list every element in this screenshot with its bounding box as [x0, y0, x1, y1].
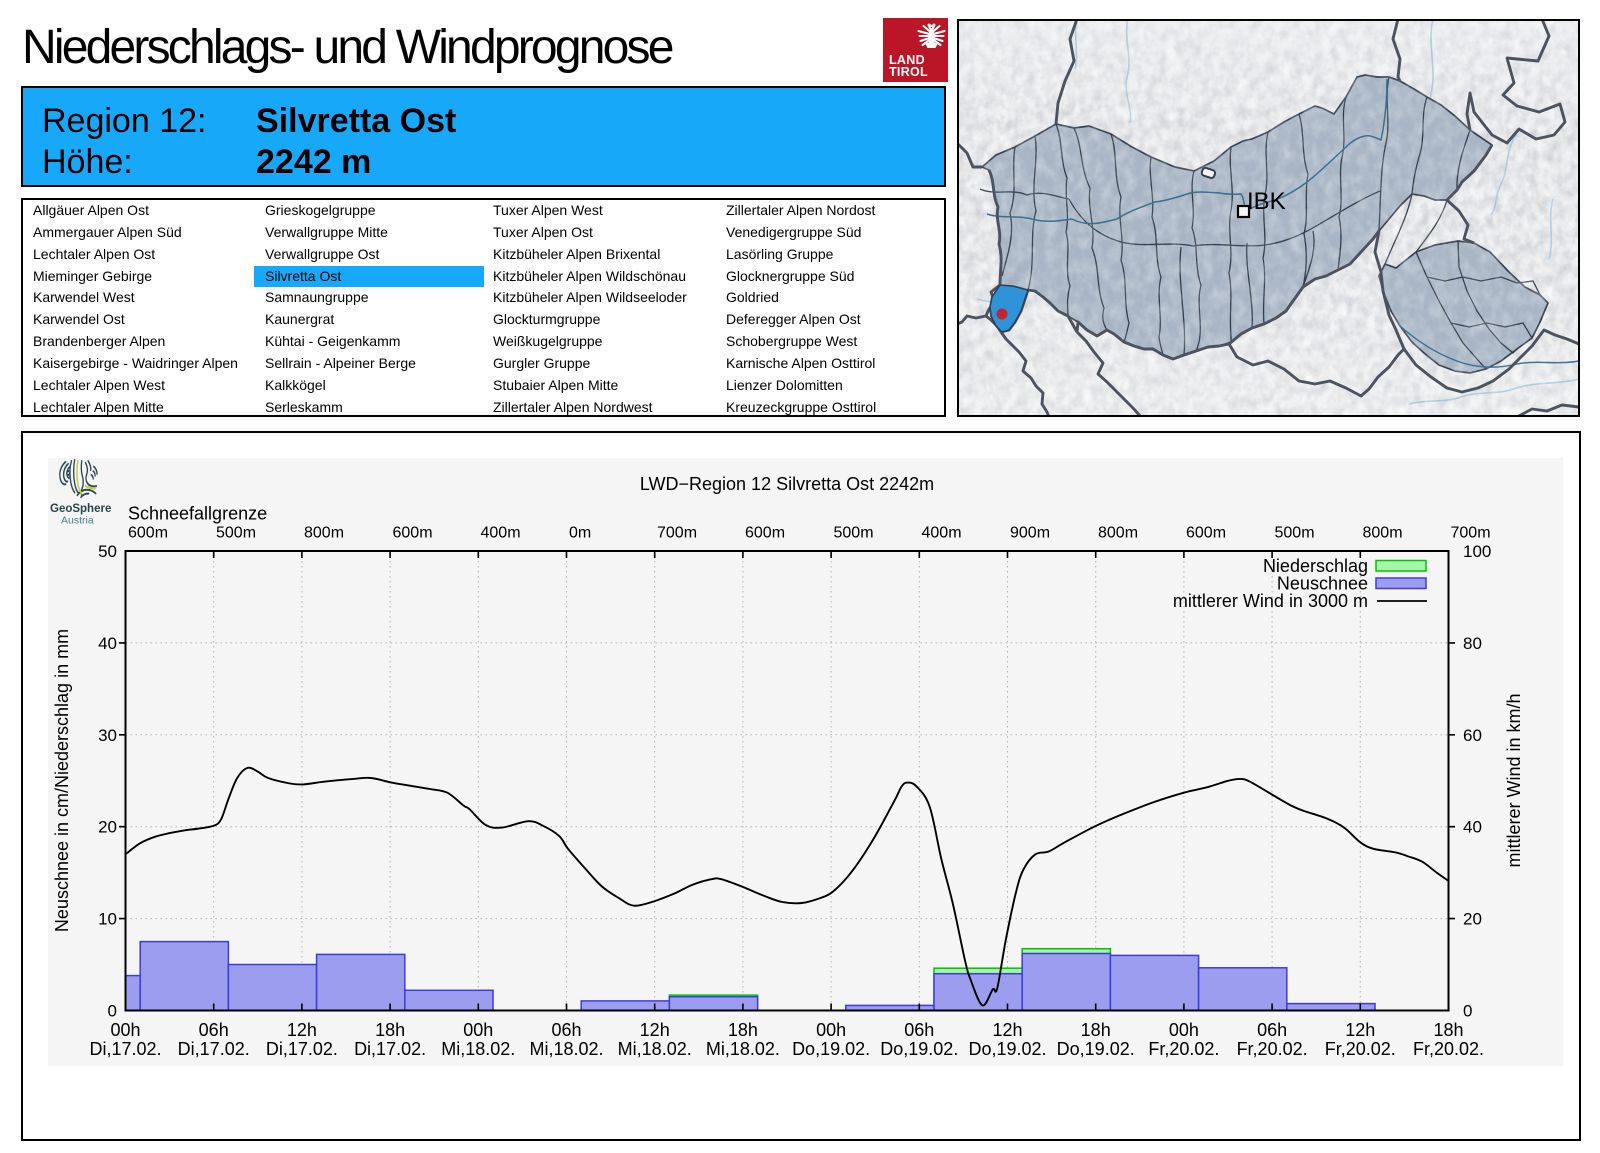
svg-text:800m: 800m: [1098, 525, 1138, 542]
svg-text:IBK: IBK: [1247, 188, 1286, 215]
svg-text:Fr,20.02.: Fr,20.02.: [1148, 1039, 1219, 1059]
svg-text:18h: 18h: [1433, 1020, 1463, 1040]
svg-text:10: 10: [98, 910, 117, 929]
svg-text:Niederschlag: Niederschlag: [1263, 556, 1368, 576]
svg-text:Fr,20.02.: Fr,20.02.: [1413, 1039, 1484, 1059]
svg-text:12h: 12h: [992, 1020, 1022, 1040]
svg-text:00h: 00h: [463, 1020, 493, 1040]
svg-text:Schneefallgrenze: Schneefallgrenze: [128, 504, 267, 524]
svg-text:Neuschnee: Neuschnee: [1277, 574, 1368, 594]
svg-text:Di,17.02.: Di,17.02.: [266, 1039, 338, 1059]
svg-text:mittlerer Wind in 3000 m: mittlerer Wind in 3000 m: [1173, 591, 1368, 611]
svg-text:Fr,20.02.: Fr,20.02.: [1325, 1039, 1396, 1059]
svg-text:12h: 12h: [640, 1020, 670, 1040]
svg-text:500m: 500m: [216, 525, 256, 542]
svg-text:GeoSphere: GeoSphere: [50, 503, 111, 515]
svg-text:12h: 12h: [287, 1020, 317, 1040]
svg-text:900m: 900m: [1010, 525, 1050, 542]
svg-text:100: 100: [1463, 542, 1491, 561]
svg-text:LAND: LAND: [889, 53, 925, 67]
svg-text:18h: 18h: [375, 1020, 405, 1040]
svg-text:18h: 18h: [1081, 1020, 1111, 1040]
svg-text:00h: 00h: [110, 1020, 140, 1040]
svg-text:Do,19.02.: Do,19.02.: [880, 1039, 958, 1059]
svg-text:400m: 400m: [922, 525, 962, 542]
svg-text:500m: 500m: [834, 525, 874, 542]
svg-text:20: 20: [1463, 910, 1482, 929]
svg-text:60: 60: [1463, 726, 1482, 745]
svg-text:06h: 06h: [199, 1020, 229, 1040]
svg-text:Mi,18.02.: Mi,18.02.: [441, 1039, 515, 1059]
svg-text:Do,19.02.: Do,19.02.: [1057, 1039, 1135, 1059]
svg-text:800m: 800m: [304, 525, 344, 542]
svg-text:Di,17.02.: Di,17.02.: [178, 1039, 250, 1059]
svg-text:00h: 00h: [816, 1020, 846, 1040]
svg-text:0: 0: [108, 1002, 117, 1021]
svg-text:80: 80: [1463, 634, 1482, 653]
svg-text:500m: 500m: [1275, 525, 1315, 542]
svg-text:18h: 18h: [728, 1020, 758, 1040]
svg-text:0m: 0m: [569, 525, 591, 542]
svg-text:06h: 06h: [904, 1020, 934, 1040]
svg-text:Neuschnee in cm/Niederschlag i: Neuschnee in cm/Niederschlag in mm: [52, 629, 72, 932]
svg-text:50: 50: [98, 542, 117, 561]
svg-text:800m: 800m: [1363, 525, 1403, 542]
svg-text:Austria: Austria: [61, 515, 94, 527]
svg-text:Di,17.02.: Di,17.02.: [89, 1039, 161, 1059]
svg-text:06h: 06h: [551, 1020, 581, 1040]
svg-text:600m: 600m: [393, 525, 433, 542]
svg-text:700m: 700m: [657, 525, 697, 542]
svg-text:30: 30: [98, 726, 117, 745]
svg-text:20: 20: [98, 818, 117, 837]
svg-text:Mi,18.02.: Mi,18.02.: [529, 1039, 603, 1059]
svg-text:TIROL: TIROL: [889, 65, 928, 79]
svg-text:Mi,18.02.: Mi,18.02.: [706, 1039, 780, 1059]
svg-text:600m: 600m: [128, 525, 168, 542]
svg-text:06h: 06h: [1257, 1020, 1287, 1040]
svg-text:600m: 600m: [745, 525, 785, 542]
svg-text:40: 40: [98, 634, 117, 653]
svg-text:Fr,20.02.: Fr,20.02.: [1237, 1039, 1308, 1059]
svg-text:700m: 700m: [1451, 525, 1491, 542]
svg-text:Di,17.02.: Di,17.02.: [354, 1039, 426, 1059]
svg-text:Mi,18.02.: Mi,18.02.: [618, 1039, 692, 1059]
svg-text:0: 0: [1463, 1002, 1472, 1021]
svg-text:LWD−Region 12 Silvretta Ost 22: LWD−Region 12 Silvretta Ost 2242m: [640, 474, 934, 494]
svg-text:600m: 600m: [1186, 525, 1226, 542]
svg-text:mittlerer Wind in km/h: mittlerer Wind in km/h: [1504, 693, 1524, 867]
svg-text:Do,19.02.: Do,19.02.: [968, 1039, 1046, 1059]
svg-text:00h: 00h: [1169, 1020, 1199, 1040]
svg-text:400m: 400m: [481, 525, 521, 542]
svg-text:Do,19.02.: Do,19.02.: [792, 1039, 870, 1059]
svg-text:12h: 12h: [1345, 1020, 1375, 1040]
svg-text:40: 40: [1463, 818, 1482, 837]
